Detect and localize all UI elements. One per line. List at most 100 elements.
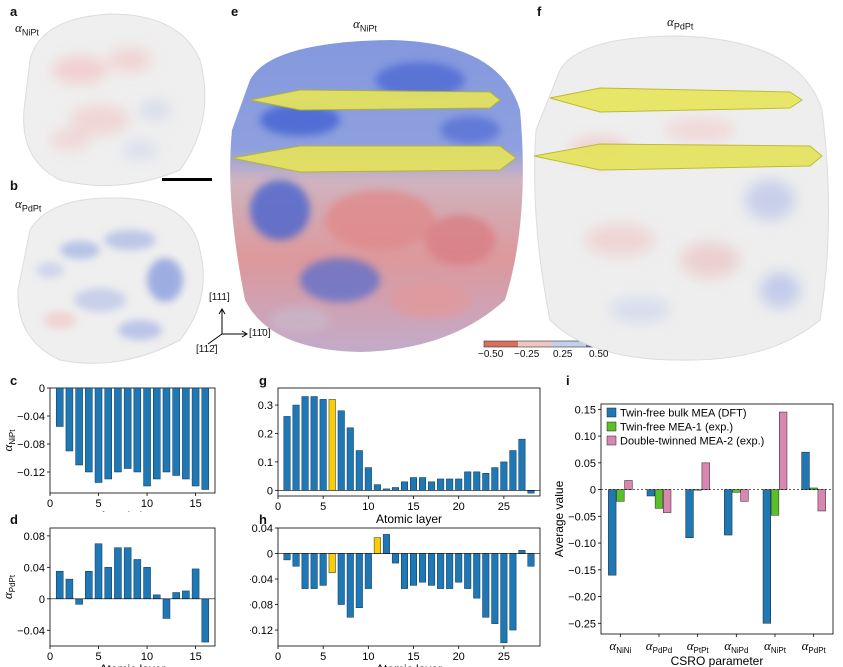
bar	[400, 481, 408, 491]
bar	[373, 537, 381, 554]
bar	[817, 489, 826, 512]
bar	[182, 590, 190, 600]
particle-a-render	[23, 13, 206, 187]
bar	[527, 553, 535, 567]
x-axis-label: Atomic layer	[99, 662, 165, 667]
y-tick-label: 0.10	[575, 431, 596, 443]
bar	[104, 387, 112, 480]
bar	[201, 387, 210, 490]
bar	[724, 489, 733, 536]
y-axis-label: αPdPt	[0, 574, 17, 599]
tomography-renders	[17, 13, 830, 364]
bar	[500, 461, 508, 491]
x-tick-label: 5	[320, 651, 326, 663]
x-tick-label: 0	[275, 501, 281, 513]
bar	[337, 553, 345, 605]
colorbar-tick: −0.25	[514, 349, 540, 360]
x-tick-label: 10	[362, 651, 374, 663]
y-tick-label: 0.15	[575, 404, 596, 416]
bar	[437, 478, 445, 491]
bar	[654, 489, 664, 509]
bar	[94, 543, 103, 600]
panel-label-e: e	[231, 4, 239, 19]
bar	[283, 416, 291, 491]
bar	[509, 553, 517, 631]
bar	[328, 553, 336, 573]
x-tick-label: 25	[498, 501, 510, 513]
bar	[482, 553, 490, 618]
particle-e-render	[230, 40, 523, 352]
bar	[94, 387, 103, 483]
legend-label: Twin-free MEA-1 (exp.)	[620, 422, 733, 434]
y-tick-label: −0.10	[568, 538, 596, 550]
panel-f-title: αPdPt	[667, 14, 694, 32]
x-axis-label: Atomic layer	[99, 509, 165, 512]
bar	[770, 489, 780, 516]
x-tick-label: 10	[141, 651, 153, 663]
bar	[75, 387, 83, 466]
colorbar-tick: −0.50	[478, 349, 504, 360]
bar	[123, 387, 132, 469]
legend-label: Double-twinned MEA-2 (exp.)	[620, 436, 764, 448]
panel-label-c: c	[10, 373, 18, 388]
bar	[473, 553, 481, 599]
bar	[153, 387, 161, 480]
x-tick-label: 5	[95, 651, 101, 663]
axis-label-11-2: [112̄]	[196, 344, 218, 355]
y-tick-label: 0.3	[258, 400, 273, 412]
panel-label-b: b	[10, 178, 18, 193]
panel-label-g: g	[259, 373, 267, 388]
chart-h-pdpt-by-layer: 0 5 10 15 20 25 0.04 0 −0.04 −0.08 −0.12 Atomic lay…	[250, 523, 541, 667]
plot-frame	[277, 527, 541, 647]
y-tick-label: −0.12	[17, 467, 45, 479]
bar	[319, 553, 327, 586]
bar	[346, 427, 354, 491]
bar	[75, 598, 83, 605]
bar	[732, 489, 741, 493]
colorbar-tick: 0.50	[589, 349, 609, 360]
scale-bar	[162, 178, 212, 181]
colorbar-segment	[552, 341, 586, 347]
bar	[162, 598, 171, 619]
bar	[400, 553, 408, 589]
colorbar-segment	[518, 341, 552, 347]
panel-label-f: f	[537, 4, 542, 19]
panel-label-a: a	[10, 4, 18, 19]
bar	[301, 553, 309, 589]
y-axis-label: αNiPt	[0, 429, 17, 452]
x-tick-label: 20	[453, 651, 465, 663]
panel-b-title: αPdPt	[15, 196, 42, 214]
bar	[624, 480, 633, 490]
y-tick-label: −0.04	[250, 574, 273, 586]
bar	[419, 477, 427, 491]
plot-frame	[49, 387, 216, 494]
particle-f-render	[533, 35, 830, 361]
bar	[65, 578, 74, 600]
panel-a-title: αNiPt	[15, 20, 39, 38]
bar	[172, 592, 180, 600]
x-tick-label: 5	[320, 501, 326, 513]
y-tick-label: 0.1	[258, 457, 273, 469]
bar	[319, 399, 327, 491]
bar	[527, 490, 535, 494]
bar	[55, 571, 64, 600]
bar	[616, 489, 625, 502]
y-tick-label: −0.12	[250, 625, 273, 637]
x-tick-label: αPdPd	[646, 638, 672, 655]
bar	[123, 547, 132, 600]
y-tick-label: 0.05	[575, 458, 596, 470]
y-tick-label: −0.05	[568, 511, 596, 523]
colorbar-segment	[484, 341, 518, 347]
chart-c-nipt-by-layer: 0 5 10 15 0 −0.04 −0.08 −0.12 Atomic layer αNiPt	[0, 383, 216, 512]
crystal-axes-indicator	[207, 308, 248, 345]
bar	[464, 471, 472, 491]
y-tick-label: 0	[39, 383, 45, 395]
x-tick-label: 10	[141, 498, 153, 510]
bar	[740, 489, 749, 502]
bar	[801, 451, 810, 490]
legend-swatch	[606, 435, 617, 446]
x-tick-label: αPdPt	[802, 638, 827, 655]
bar	[500, 553, 508, 644]
chart-i-csro-average: 0.15 0.10 0.05 0 −0.05 −0.10 −0.15 −0.20 −0.25 αN…	[555, 403, 834, 667]
bar	[762, 489, 771, 624]
